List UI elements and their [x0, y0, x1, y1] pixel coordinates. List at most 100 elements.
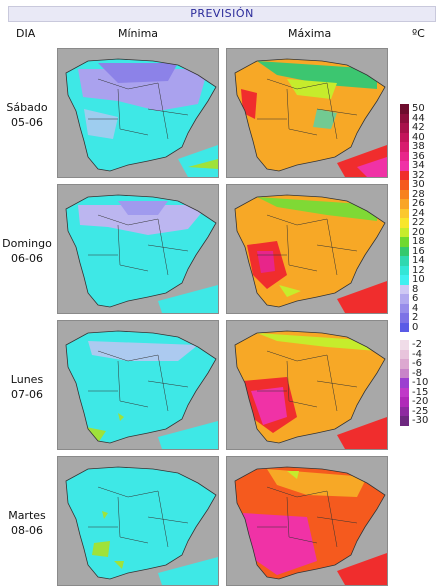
- legend-value: 20: [412, 226, 425, 238]
- min-map-monday: [57, 320, 219, 450]
- legend-entry: 4: [400, 302, 436, 314]
- page-title: PREVISIÓN: [8, 6, 436, 22]
- legend-entry: -6: [400, 358, 436, 369]
- legend-entry: 18: [400, 236, 436, 247]
- legend-value: -6: [412, 358, 422, 369]
- legend-value: 26: [412, 198, 425, 209]
- legend-value: 42: [412, 122, 425, 133]
- legend-value: -4: [412, 348, 422, 360]
- legend-value: -25: [412, 405, 429, 417]
- legend-value: 44: [412, 112, 425, 124]
- temperature-legend: 50 44 42 40 38 36 34 32 30 28 26 24 22 20 18 16 14 12 10 8 6…: [400, 103, 436, 426]
- legend-swatch: [400, 142, 409, 152]
- legend-entry: 22: [400, 217, 436, 228]
- legend-value: 16: [412, 245, 425, 257]
- legend-value: 12: [412, 264, 425, 276]
- max-map-monday: [226, 320, 388, 450]
- legend-entry: 12: [400, 264, 436, 276]
- legend-swatch: [400, 284, 409, 294]
- unit-header: ºC: [412, 27, 425, 40]
- min-map-saturday: [57, 48, 219, 178]
- legend-swatch: [400, 275, 409, 285]
- day-label-saturday: Sábado 05-06: [6, 101, 48, 129]
- legend-swatch: [400, 208, 409, 218]
- legend-value: 28: [412, 188, 425, 200]
- legend-swatch: [400, 189, 409, 199]
- day-column-header: DIA: [16, 27, 36, 40]
- legend-swatch: [400, 246, 409, 256]
- legend-swatch: [400, 180, 409, 190]
- legend-swatch: [400, 368, 409, 378]
- max-column-header: Máxima: [288, 27, 332, 40]
- legend-entry: 16: [400, 245, 436, 257]
- legend-value: -15: [412, 386, 429, 398]
- legend-swatch: [400, 113, 409, 123]
- legend-entry: 34: [400, 160, 436, 171]
- day-label-tuesday: Martes 08-06: [8, 509, 46, 537]
- legend-entry: -10: [400, 377, 436, 388]
- legend-entry: 36: [400, 151, 436, 162]
- max-map-sunday: [226, 184, 388, 314]
- legend-entry: 28: [400, 188, 436, 200]
- legend-entry: 38: [400, 141, 436, 152]
- legend-swatch: [400, 294, 409, 304]
- legend-swatch: [400, 340, 409, 350]
- legend-swatch: [400, 132, 409, 142]
- legend-swatch: [400, 265, 409, 275]
- min-column-header: Mínima: [118, 27, 159, 40]
- legend-swatch: [400, 322, 409, 332]
- legend-swatch: [400, 218, 409, 228]
- legend-entry: 24: [400, 207, 436, 219]
- legend-entry: 32: [400, 169, 436, 181]
- legend-value: 24: [412, 207, 425, 219]
- legend-value: 22: [412, 217, 425, 228]
- legend-swatch: [400, 161, 409, 171]
- legend-value: 38: [412, 141, 425, 152]
- legend-entry: -20: [400, 396, 436, 407]
- legend-swatch: [400, 256, 409, 266]
- legend-swatch: [400, 123, 409, 133]
- legend-value: 30: [412, 179, 425, 190]
- legend-swatch: [400, 303, 409, 313]
- legend-value: -8: [412, 367, 422, 379]
- legend-swatch: [400, 378, 409, 388]
- legend-entry: 8: [400, 283, 436, 295]
- legend-swatch: [400, 416, 409, 426]
- legend-entry: 20: [400, 226, 436, 238]
- legend-value: 50: [412, 103, 425, 114]
- legend-value: 4: [412, 302, 419, 314]
- legend-swatch: [400, 227, 409, 237]
- legend-entry: 42: [400, 122, 436, 133]
- day-label-monday: Lunes 07-06: [10, 373, 44, 401]
- legend-value: 32: [412, 169, 425, 181]
- legend-entry: -2: [400, 339, 436, 350]
- legend-value: 34: [412, 160, 425, 171]
- legend-swatch: [400, 359, 409, 369]
- min-map-tuesday: [57, 456, 219, 586]
- legend-entry: -30: [400, 415, 436, 426]
- legend-entry: -8: [400, 367, 436, 379]
- min-map-sunday: [57, 184, 219, 314]
- legend-value: -2: [412, 339, 422, 350]
- legend-entry: -15: [400, 386, 436, 398]
- day-label-sunday: Domingo 06-06: [2, 237, 52, 265]
- legend-value: 18: [412, 236, 425, 247]
- legend-swatch: [400, 397, 409, 407]
- legend-value: 40: [412, 131, 425, 143]
- legend-entry: 44: [400, 112, 436, 124]
- legend-swatch: [400, 104, 409, 114]
- legend-swatch: [400, 406, 409, 416]
- legend-entry: 50: [400, 103, 436, 114]
- legend-value: 6: [412, 293, 419, 304]
- legend-entry: 30: [400, 179, 436, 190]
- legend-swatch: [400, 199, 409, 209]
- legend-swatch: [400, 349, 409, 359]
- legend-value: 0: [412, 321, 419, 333]
- legend-entry: 26: [400, 198, 436, 209]
- legend-value: 14: [412, 255, 425, 266]
- legend-swatch: [400, 151, 409, 161]
- legend-value: -10: [412, 377, 429, 388]
- legend-swatch: [400, 387, 409, 397]
- legend-value: 8: [412, 283, 419, 295]
- legend-value: 10: [412, 274, 425, 285]
